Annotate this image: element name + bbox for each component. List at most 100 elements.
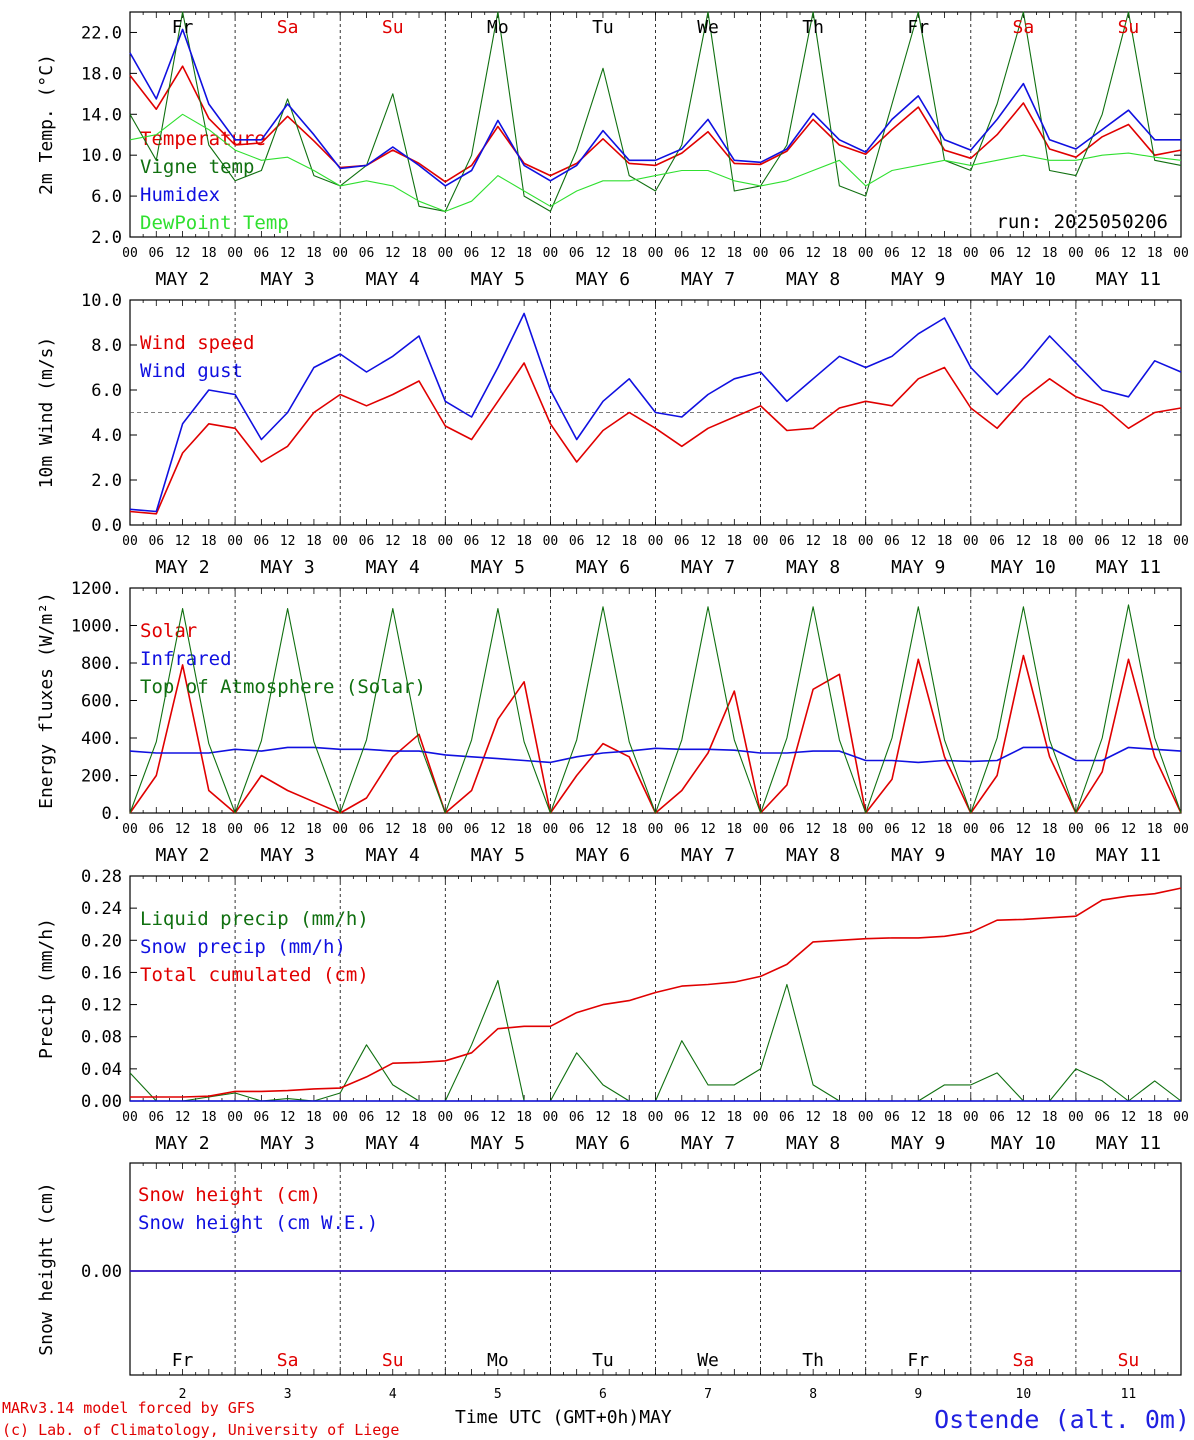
date-label: MAY 4	[366, 1133, 420, 1154]
hour-tick-label: 00	[543, 246, 559, 261]
hour-tick-label: 18	[621, 246, 637, 261]
day-name: Mo	[487, 17, 509, 38]
day-name: Mo	[487, 1350, 509, 1371]
hour-tick-label: 06	[884, 1110, 900, 1125]
panel-2: 0.0 2.0 4.0 6.0 8.0 10.0 10m Wind (m/s) Wind sp…	[36, 291, 1189, 578]
hour-tick-label: 12	[595, 1110, 611, 1125]
hour-tick-label: 06	[148, 1110, 164, 1125]
date-label: MAY 7	[681, 557, 735, 578]
hour-tick-label: 12	[280, 1110, 296, 1125]
day-name: Fr	[907, 17, 929, 38]
panel-4: 0.00 0.04 0.08 0.12 0.16 0.20 0.24 0.28 Precip (…	[36, 867, 1189, 1154]
footer: MARv3.14 model forced by GFS (c) Lab. of…	[2, 1399, 1190, 1439]
date-label: MAY 9	[891, 269, 945, 290]
plot-frame	[129, 11, 1182, 238]
hour-tick-label: 18	[1042, 1110, 1058, 1125]
hour-tick-label: 00	[122, 534, 138, 549]
station-name: Ostende (alt. 0m)	[934, 1405, 1190, 1434]
hour-tick-label: 12	[1121, 1110, 1137, 1125]
hour-tick-label: 18	[411, 534, 427, 549]
hour-tick-label: 12	[910, 822, 926, 837]
date-label: MAY 10	[991, 1133, 1056, 1154]
legend-entry: Snow height (cm)	[138, 1184, 321, 1206]
hour-tick-label: 06	[359, 822, 375, 837]
hour-tick-label: 18	[937, 1110, 953, 1125]
date-label: MAY 10	[991, 845, 1056, 866]
hour-tick-label: 00	[753, 534, 769, 549]
hour-tick-label: 06	[464, 1110, 480, 1125]
hour-tick-label: 12	[1016, 822, 1032, 837]
y-tick-label: 8.0	[91, 336, 122, 356]
date-label: MAY 8	[786, 557, 840, 578]
day-name: Fr	[172, 1350, 194, 1371]
day-name: Tu	[592, 1350, 614, 1371]
hour-tick-label: 00	[1068, 534, 1084, 549]
y-axis-label: Energy fluxes (W/m²)	[36, 592, 57, 809]
y-tick-label: 200.	[81, 767, 122, 787]
date-label: MAY 2	[155, 269, 209, 290]
hour-tick-label: 00	[1068, 822, 1084, 837]
date-label: MAY 11	[1096, 269, 1161, 290]
y-axis-label: 10m Wind (m/s)	[36, 337, 57, 489]
hour-tick-label: 06	[989, 1110, 1005, 1125]
date-label: MAY 2	[155, 845, 209, 866]
date-label: MAY 5	[471, 1133, 525, 1154]
hour-tick-label: 00	[1173, 534, 1189, 549]
y-tick-label: 0.12	[81, 996, 122, 1016]
y-tick-label: 0.	[102, 804, 122, 824]
hour-tick-label: 00	[122, 822, 138, 837]
y-tick-label: 2.0	[91, 471, 122, 491]
hour-tick-label: 12	[1016, 534, 1032, 549]
hour-tick-label: 12	[175, 822, 191, 837]
y-tick-label: 10.0	[81, 146, 122, 166]
y-tick-label: 0.24	[81, 899, 122, 919]
hour-tick-label: 00	[1173, 1110, 1189, 1125]
hour-tick-label: 18	[726, 534, 742, 549]
hour-tick-label: 00	[963, 534, 979, 549]
hour-tick-label: 18	[411, 246, 427, 261]
legend-entry: Top of Atmosphere (Solar)	[140, 676, 426, 698]
time-axis-label: Time UTC (GMT+0h)MAY	[455, 1407, 672, 1428]
day-name: Su	[382, 17, 404, 38]
hour-tick-label: 06	[1094, 1110, 1110, 1125]
date-label: MAY 4	[366, 269, 420, 290]
hour-tick-label: 00	[437, 1110, 453, 1125]
hour-tick-label: 00	[543, 534, 559, 549]
hour-tick-label: 06	[989, 246, 1005, 261]
hour-tick-label: 00	[858, 822, 874, 837]
hour-tick-label: 12	[1016, 246, 1032, 261]
day-name: We	[697, 17, 719, 38]
series-line	[129, 746, 1182, 764]
hour-tick-label: 00	[543, 1110, 559, 1125]
date-label: MAY 10	[991, 557, 1056, 578]
date-label: MAY 10	[991, 269, 1056, 290]
legend-entry: Vigne temp	[140, 156, 254, 178]
hour-tick-label: 00	[1068, 246, 1084, 261]
hour-tick-label: 00	[1173, 246, 1189, 261]
hour-tick-label: 12	[700, 822, 716, 837]
y-tick-label: 1000.	[71, 617, 122, 637]
series-line	[129, 65, 1182, 183]
hour-tick-label: 06	[464, 246, 480, 261]
hour-tick-label: 06	[254, 1110, 270, 1125]
hour-tick-label: 06	[359, 246, 375, 261]
hour-tick-label: 18	[621, 1110, 637, 1125]
legend-entry: Liquid precip (mm/h)	[140, 908, 369, 930]
date-label: MAY 4	[366, 845, 420, 866]
hour-tick-label: 18	[832, 822, 848, 837]
panel-3: 0. 200. 400. 600. 800. 1000. 1200. Energy fluxe…	[36, 579, 1189, 866]
hour-tick-label: 18	[1147, 534, 1163, 549]
hour-tick-label: 12	[280, 534, 296, 549]
hour-tick-label: 18	[411, 822, 427, 837]
panel-1: 2.0 6.0 10.0 14.0 18.0 22.0 2m Temp. (°C) Tempe…	[36, 11, 1189, 290]
day-number: 2	[179, 1387, 187, 1402]
hour-tick-label: 06	[464, 534, 480, 549]
hour-tick-label: 06	[1094, 246, 1110, 261]
hour-tick-label: 12	[595, 822, 611, 837]
hour-tick-label: 06	[779, 534, 795, 549]
date-label: MAY 3	[261, 845, 315, 866]
hour-tick-label: 06	[884, 822, 900, 837]
hour-tick-label: 18	[1147, 822, 1163, 837]
y-tick-label: 0.0	[91, 516, 122, 536]
copyright: (c) Lab. of Climatology, University of L…	[2, 1421, 399, 1439]
